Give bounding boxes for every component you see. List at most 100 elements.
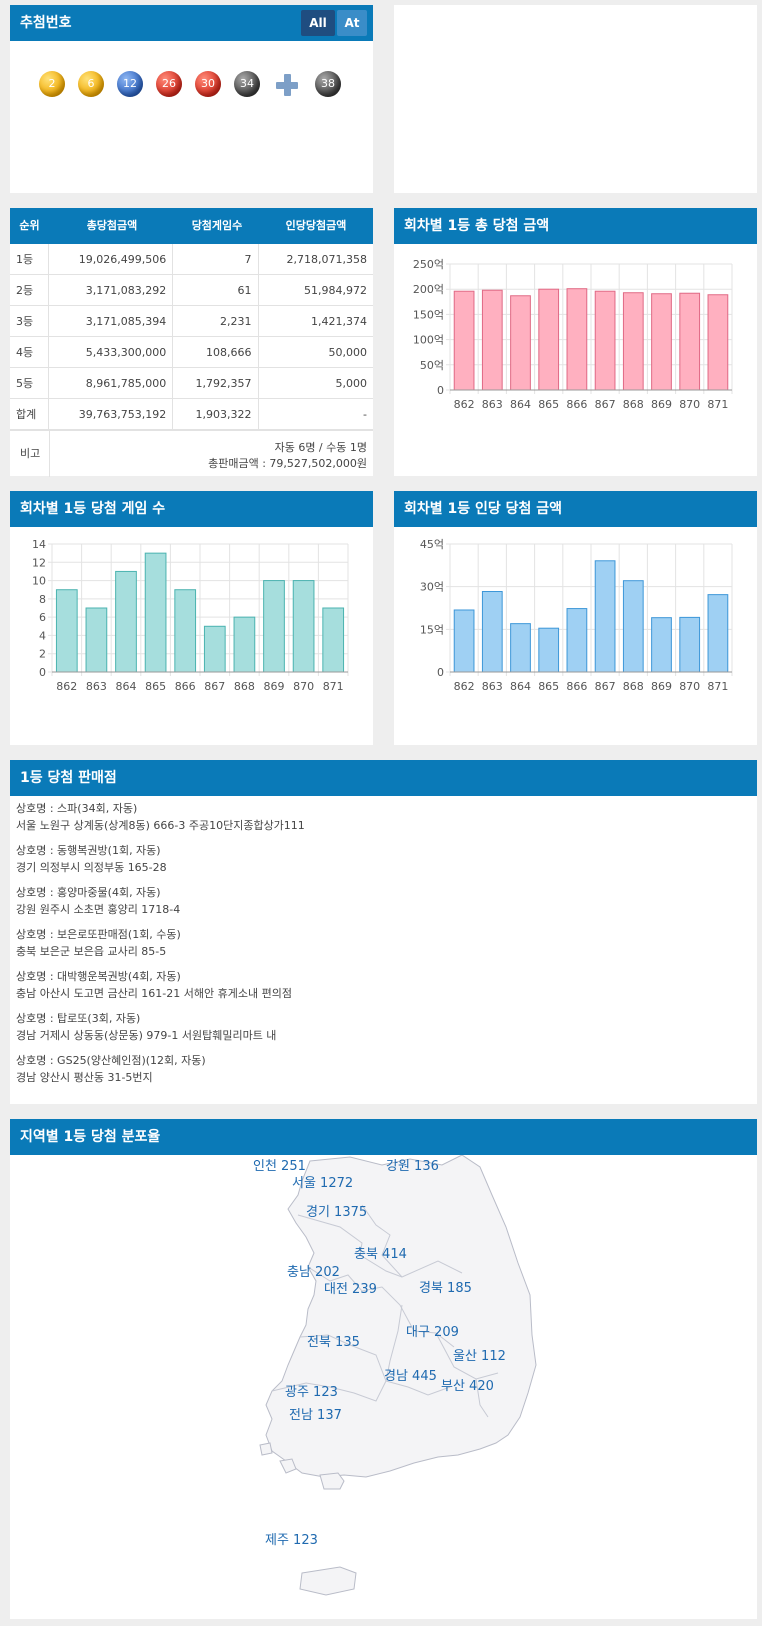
store-item: 상호명 : 동행복권방(1회, 자동) 경기 의정부시 의정부동 165-28 — [16, 842, 751, 876]
y-tick-label: 0 — [437, 384, 444, 397]
per-amount-cell: 51,984,972 — [258, 274, 373, 306]
y-tick-label: 10 — [32, 575, 46, 588]
store-item: 상호명 : 탑로또(3회, 자동) 경남 거제시 상동동(상문동) 979-1 서… — [16, 1010, 751, 1044]
x-tick-label: 871 — [707, 398, 728, 411]
total-amount-cell: 19,026,499,506 — [48, 244, 174, 275]
x-tick-label: 870 — [293, 680, 314, 693]
region-label: 전남 137 — [289, 1408, 342, 1423]
bar — [510, 295, 531, 391]
bar — [510, 623, 531, 673]
x-tick-label: 865 — [538, 398, 559, 411]
chart-per-title: 회차별 1등 인당 당첨 금액 — [404, 501, 563, 517]
per-amount-cell: 5,000 — [258, 367, 373, 399]
bar — [55, 589, 78, 673]
bar — [594, 560, 616, 673]
region-label: 전북 135 — [307, 1335, 360, 1350]
region-label: 제주 123 — [265, 1533, 318, 1548]
store-name: 상호명 : 대박행운복권방(4회, 자동) — [16, 970, 181, 983]
y-tick-label: 15억 — [420, 623, 444, 636]
note-label: 비고 — [20, 447, 41, 460]
store-item: 상호명 : 스파(34회, 자동) 서울 노원구 상계동(상계8동) 666-3 … — [16, 800, 751, 834]
region-label: 울산 112 — [453, 1349, 506, 1364]
bar — [622, 580, 644, 673]
draw-numbers-panel: 추첨번호 All At 2 6 12 26 30 34 38 — [10, 5, 373, 193]
bar — [85, 607, 108, 673]
game-count-cell: 61 — [172, 274, 259, 306]
y-tick-label: 12 — [32, 556, 46, 569]
table-row: 3등 3,171,085,394 2,231 1,421,374 — [10, 305, 373, 337]
note-row: 비고 자동 6명 / 수동 1명 총판매금액 : 79,527,502,000원 — [10, 430, 373, 477]
store-item: 상호명 : GS25(양산혜인점)(12회, 자동) 경남 양산시 평산동 31-… — [16, 1052, 751, 1086]
rank-cell: 합계 — [10, 398, 49, 430]
chart-total: 0 50억 100억 150억 200억 250억 862 863 864 865 866 867 86… — [413, 258, 733, 411]
x-tick-label: 864 — [116, 680, 137, 693]
regions-panel: 지역별 1등 당첨 분포율 인천 251 서울 1272 강원 136 경기 1375… — [10, 1119, 757, 1619]
store-item: 상호명 : 홍양마중물(4회, 자동) 강원 원주시 소초면 홍양리 1718-4 — [16, 884, 751, 918]
x-tick-label: 864 — [510, 680, 531, 693]
table-row: 5등 8,961,785,000 1,792,357 5,000 — [10, 367, 373, 399]
bar — [115, 570, 137, 673]
x-tick-label: 862 — [454, 680, 475, 693]
y-tick-label: 4 — [39, 629, 46, 642]
region-label: 경기 1375 — [306, 1205, 368, 1220]
chart-per-header: 회차별 1등 인당 당첨 금액 — [394, 491, 757, 527]
bar — [679, 292, 701, 391]
number-ball: 34 — [234, 71, 260, 97]
bar — [707, 594, 729, 673]
number-ball: 26 — [156, 71, 182, 97]
y-tick-label: 100억 — [413, 334, 444, 347]
toggle-at-button[interactable]: At — [337, 10, 367, 36]
note-line1: 자동 6명 / 수동 1명 — [274, 441, 367, 454]
bar — [651, 617, 672, 673]
x-tick-label: 869 — [264, 680, 285, 693]
per-amount-cell: 1,421,374 — [258, 305, 373, 337]
bar — [453, 290, 475, 391]
note-line2: 총판매금액 : 79,527,502,000원 — [208, 457, 367, 470]
game-count-cell: 2,231 — [172, 305, 259, 337]
x-tick-label: 867 — [204, 680, 225, 693]
header-per: 인당당첨금액 — [285, 219, 347, 232]
rank-cell: 3등 — [10, 305, 49, 337]
bar — [622, 292, 644, 391]
y-tick-label: 50억 — [420, 359, 444, 372]
chart-per-panel: 회차별 1등 인당 당첨 금액 0 15억 30억 45억 862 863 864 865 86… — [394, 491, 757, 745]
header-games: 당첨게임수 — [191, 219, 243, 232]
region-label: 서울 1272 — [292, 1176, 354, 1191]
x-tick-label: 866 — [175, 680, 196, 693]
chart-games: 0 2 4 6 8 10 12 14 862 863 864 865 866 867 868 869 870 87… — [32, 538, 349, 693]
x-tick-label: 867 — [595, 398, 616, 411]
chart-total-header: 회차별 1등 총 당첨 금액 — [394, 208, 757, 244]
region-label: 경남 445 — [384, 1369, 437, 1384]
bar — [233, 616, 256, 673]
chart-total-panel: 회차별 1등 총 당첨 금액 0 50억 100억 150억 200억 250억 862 86… — [394, 208, 757, 476]
stores-panel: 1등 당첨 판매점 상호명 : 스파(34회, 자동) 서울 노원구 상계동(상계… — [10, 760, 757, 1104]
draw-numbers-title: 추첨번호 — [20, 15, 72, 31]
x-tick-label: 863 — [482, 680, 503, 693]
blank-panel — [394, 5, 757, 193]
total-amount-cell: 8,961,785,000 — [48, 367, 174, 399]
region-label: 경북 185 — [419, 1281, 472, 1296]
bar — [679, 616, 701, 673]
toggle-all-button[interactable]: All — [301, 10, 335, 36]
bar — [538, 627, 560, 673]
game-count-cell: 1,792,357 — [172, 367, 259, 399]
bar — [174, 589, 197, 673]
bar — [651, 293, 672, 391]
store-address: 서울 노원구 상계동(상계8동) 666-3 주공10단지종합상가111 — [16, 819, 305, 832]
region-label: 대전 239 — [324, 1282, 377, 1297]
region-label: 충남 202 — [287, 1265, 340, 1280]
header-total: 총당첨금액 — [86, 219, 138, 232]
y-tick-label: 6 — [39, 611, 46, 624]
store-address: 경남 양산시 평산동 31-5번지 — [16, 1071, 153, 1084]
table-row: 4등 5,433,300,000 108,666 50,000 — [10, 336, 373, 368]
regions-header: 지역별 1등 당첨 분포율 — [10, 1119, 757, 1155]
game-count-cell: 108,666 — [172, 336, 259, 368]
y-tick-label: 200억 — [413, 283, 444, 296]
region-label: 충북 414 — [354, 1247, 407, 1262]
per-amount-cell: - — [258, 398, 373, 430]
bar — [566, 288, 588, 391]
region-label: 대구 209 — [406, 1325, 459, 1340]
region-label: 부산 420 — [441, 1379, 494, 1394]
per-amount-cell: 50,000 — [258, 336, 373, 368]
chart-games-title: 회차별 1등 당첨 게임 수 — [20, 501, 166, 517]
